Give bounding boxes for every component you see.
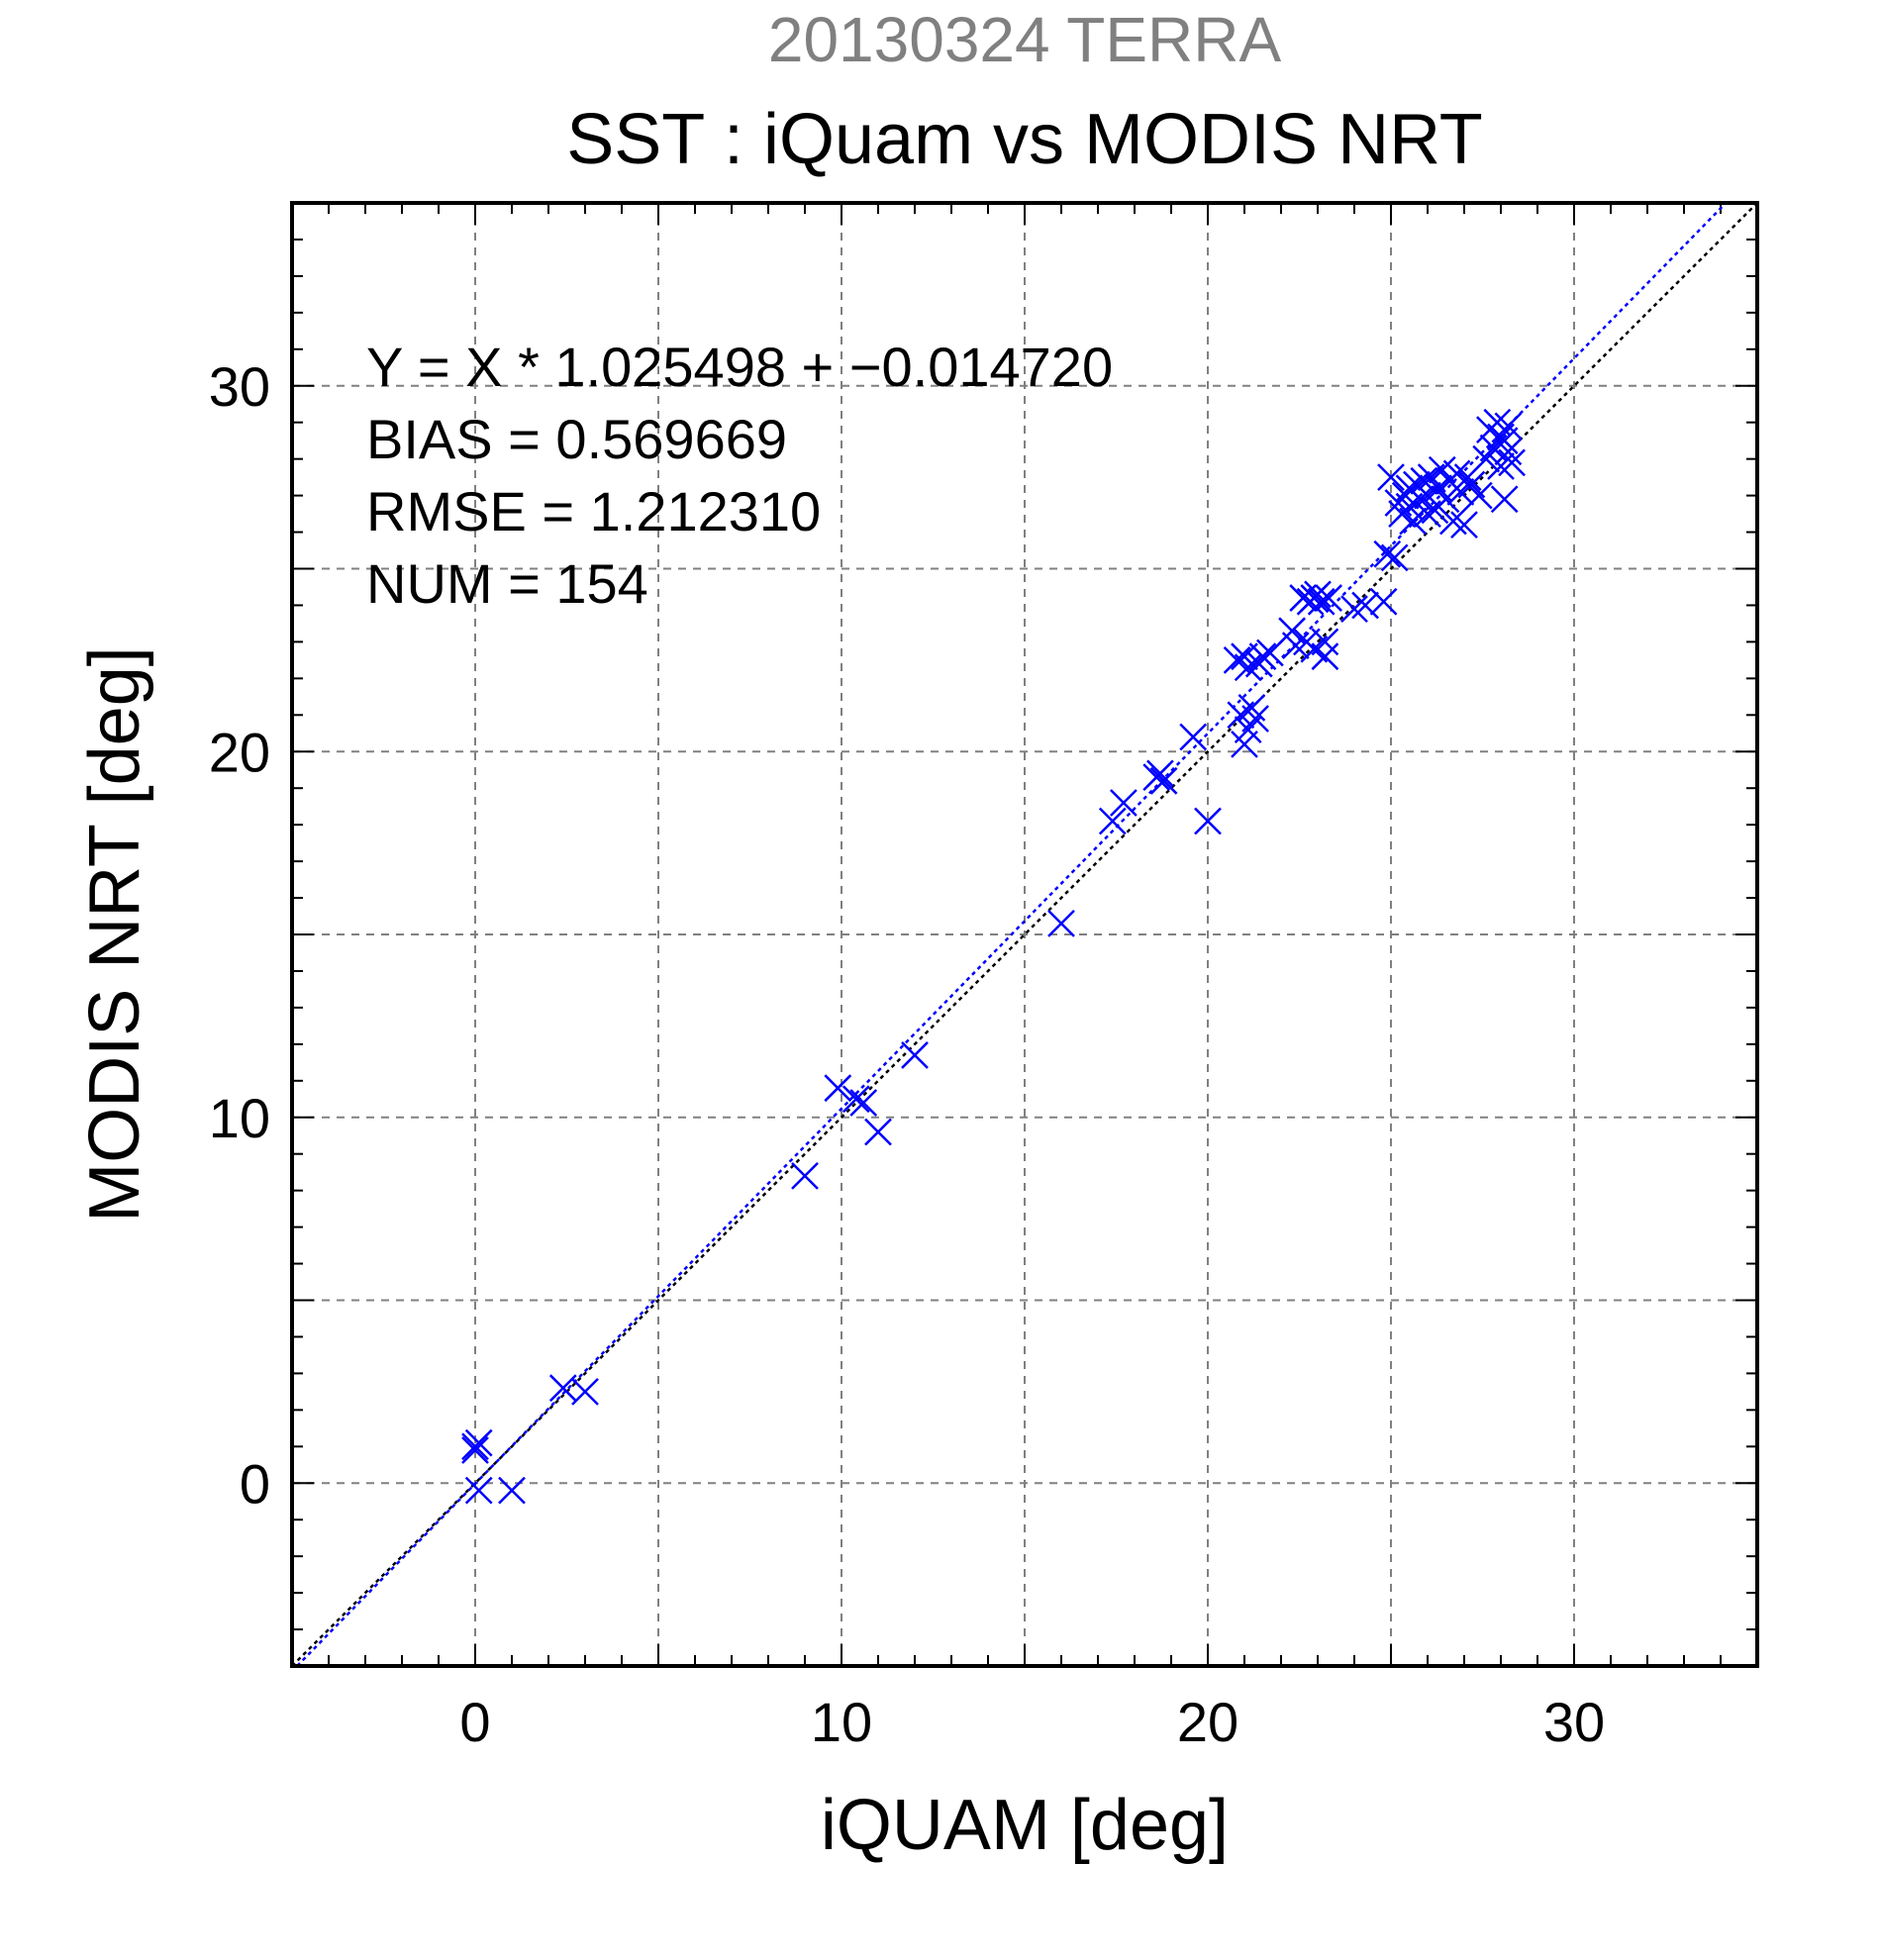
tick-labels: 0 10 20 30 0 10 20 30 (209, 355, 1605, 1753)
data-point (1439, 507, 1467, 536)
chart-title: SST : iQuam vs MODIS NRT (566, 100, 1483, 179)
data-point (1146, 759, 1174, 788)
data-point (1399, 507, 1428, 536)
data-point (1281, 632, 1310, 659)
y-axis-label: MODIS NRT [deg] (75, 646, 154, 1223)
y-tick-label: 10 (209, 1087, 270, 1149)
chart-suptitle: 20130324 TERRA (768, 4, 1282, 75)
y-tick-label: 20 (209, 721, 270, 783)
x-tick-label: 20 (1177, 1691, 1238, 1753)
data-point (1369, 587, 1398, 616)
data-point (1179, 723, 1208, 751)
data-point (571, 1377, 599, 1406)
y-tick-label: 30 (209, 355, 270, 418)
data-point (1047, 910, 1075, 937)
data-point (1380, 543, 1409, 572)
data-point (1464, 481, 1493, 510)
data-point (1395, 474, 1424, 503)
data-point (1149, 766, 1178, 795)
data-point (864, 1118, 892, 1146)
x-tick-label: 10 (811, 1691, 872, 1753)
data-point (498, 1476, 526, 1505)
data-points (461, 408, 1526, 1505)
annotation-box: Y = X * 1.025498 + −0.014720 BIAS = 0.56… (366, 336, 1113, 615)
annotation-rmse: RMSE = 1.212310 (366, 480, 821, 542)
data-point (1241, 705, 1269, 733)
data-point (1311, 628, 1339, 656)
fit-line (296, 202, 1728, 1667)
grid (292, 203, 1757, 1666)
data-point (1340, 595, 1368, 624)
data-point (1450, 511, 1478, 539)
annotation-bias: BIAS = 0.569669 (366, 408, 787, 470)
data-point (1414, 500, 1441, 528)
data-point (1110, 789, 1138, 817)
annotation-num: NUM = 154 (366, 552, 648, 615)
data-point (842, 1085, 870, 1114)
data-point (1307, 587, 1336, 616)
data-point (1377, 463, 1405, 492)
data-point (1487, 423, 1515, 451)
data-point (464, 1428, 493, 1457)
data-point (1498, 448, 1526, 477)
data-point (901, 1041, 929, 1069)
y-tick-label: 0 (240, 1452, 270, 1515)
data-point (464, 1476, 493, 1505)
annotation-fit-equation: Y = X * 1.025498 + −0.014720 (366, 336, 1113, 398)
data-point (849, 1089, 878, 1117)
data-point (1238, 694, 1266, 722)
data-point (1373, 539, 1402, 568)
data-point (791, 1161, 819, 1190)
data-point (1494, 438, 1523, 466)
data-point (1315, 584, 1342, 612)
data-point (1194, 807, 1222, 835)
data-point (1311, 642, 1339, 671)
data-point (1487, 452, 1515, 480)
data-point (1256, 638, 1284, 667)
x-tick-label: 0 (459, 1691, 490, 1753)
x-axis-label: iQUAM [deg] (821, 1786, 1229, 1865)
x-tick-label: 30 (1543, 1691, 1605, 1753)
data-point (1098, 807, 1127, 835)
data-point (461, 1436, 489, 1464)
data-point (824, 1074, 852, 1103)
data-point (1234, 653, 1262, 682)
reference-lines (291, 202, 1758, 1667)
data-point (1442, 459, 1471, 488)
plot-frame (290, 201, 1759, 1668)
data-point (1248, 642, 1277, 671)
data-point (1490, 485, 1519, 514)
data-point (1304, 580, 1332, 609)
data-point (1432, 485, 1460, 514)
data-point (1351, 591, 1379, 620)
